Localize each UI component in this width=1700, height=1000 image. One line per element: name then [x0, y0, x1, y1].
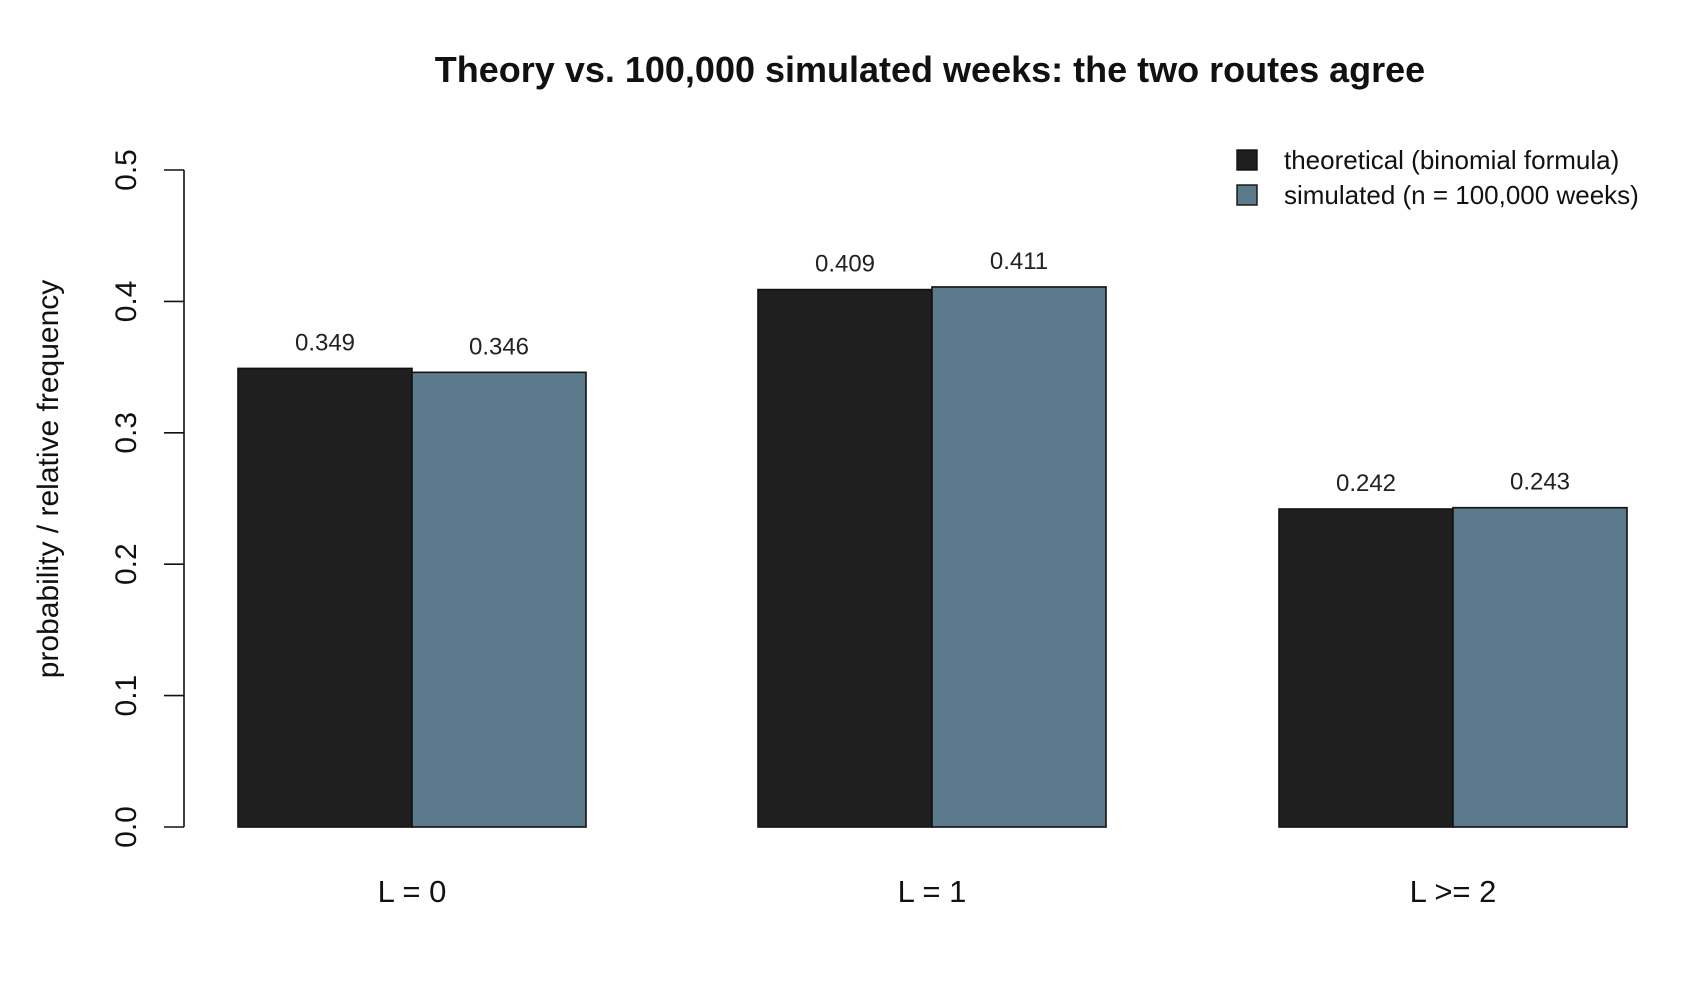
value-labels-group: 0.349 0.346 0.409 0.411 0.242 0.243 — [295, 248, 1570, 497]
bar-simulated-2 — [1452, 506, 1628, 828]
bar-simulated-1 — [931, 286, 1107, 828]
y-axis: 0.0 0.1 0.2 0.3 0.4 0.5 — [110, 149, 185, 848]
y-axis-title: probability / relative frequency — [32, 280, 65, 679]
value-label-theoretical-1: 0.409 — [815, 251, 875, 278]
bar-theoretical-1 — [757, 288, 933, 828]
legend-swatch-theoretical — [1236, 149, 1258, 171]
category-labels-group: L = 0 L = 1 L >= 2 — [378, 874, 1497, 909]
legend: theoretical (binomial formula) simulated … — [1236, 145, 1639, 210]
value-label-theoretical-0: 0.349 — [295, 329, 355, 356]
bar-theoretical-2 — [1278, 508, 1454, 828]
bar-theoretical-0 — [237, 367, 413, 828]
legend-label-simulated: simulated (n = 100,000 weeks) — [1284, 180, 1639, 210]
category-label: L = 1 — [898, 874, 967, 909]
y-tick-label: 0.0 — [110, 806, 143, 848]
value-label-simulated-2: 0.243 — [1510, 469, 1570, 496]
y-tick-label: 0.3 — [110, 412, 143, 454]
y-tick-label: 0.2 — [110, 543, 143, 585]
y-tick-label: 0.5 — [110, 149, 143, 191]
bar-simulated-0 — [411, 371, 587, 828]
y-tick-label: 0.4 — [110, 281, 143, 323]
category-label: L = 0 — [378, 874, 447, 909]
chart-title: Theory vs. 100,000 simulated weeks: the … — [435, 49, 1425, 90]
bars-group — [237, 286, 1628, 828]
legend-swatch-simulated — [1236, 184, 1258, 206]
y-tick-label: 0.1 — [110, 675, 143, 717]
category-label: L >= 2 — [1410, 874, 1497, 909]
value-label-simulated-1: 0.411 — [990, 248, 1048, 275]
legend-label-theoretical: theoretical (binomial formula) — [1284, 145, 1619, 175]
value-label-simulated-0: 0.346 — [469, 333, 529, 360]
value-label-theoretical-2: 0.242 — [1336, 470, 1396, 497]
